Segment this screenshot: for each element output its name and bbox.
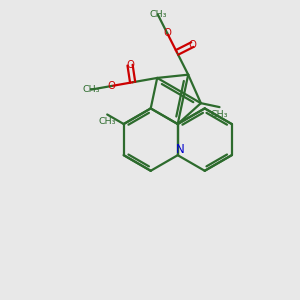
Text: CH₃: CH₃ [211,110,228,119]
Text: N: N [176,143,185,157]
Text: CH₃: CH₃ [82,85,100,94]
Text: CH₃: CH₃ [149,10,166,19]
Text: O: O [188,40,196,50]
Text: CH₃: CH₃ [98,117,116,126]
Text: O: O [163,28,171,38]
Text: O: O [107,81,116,91]
Text: O: O [126,60,134,70]
